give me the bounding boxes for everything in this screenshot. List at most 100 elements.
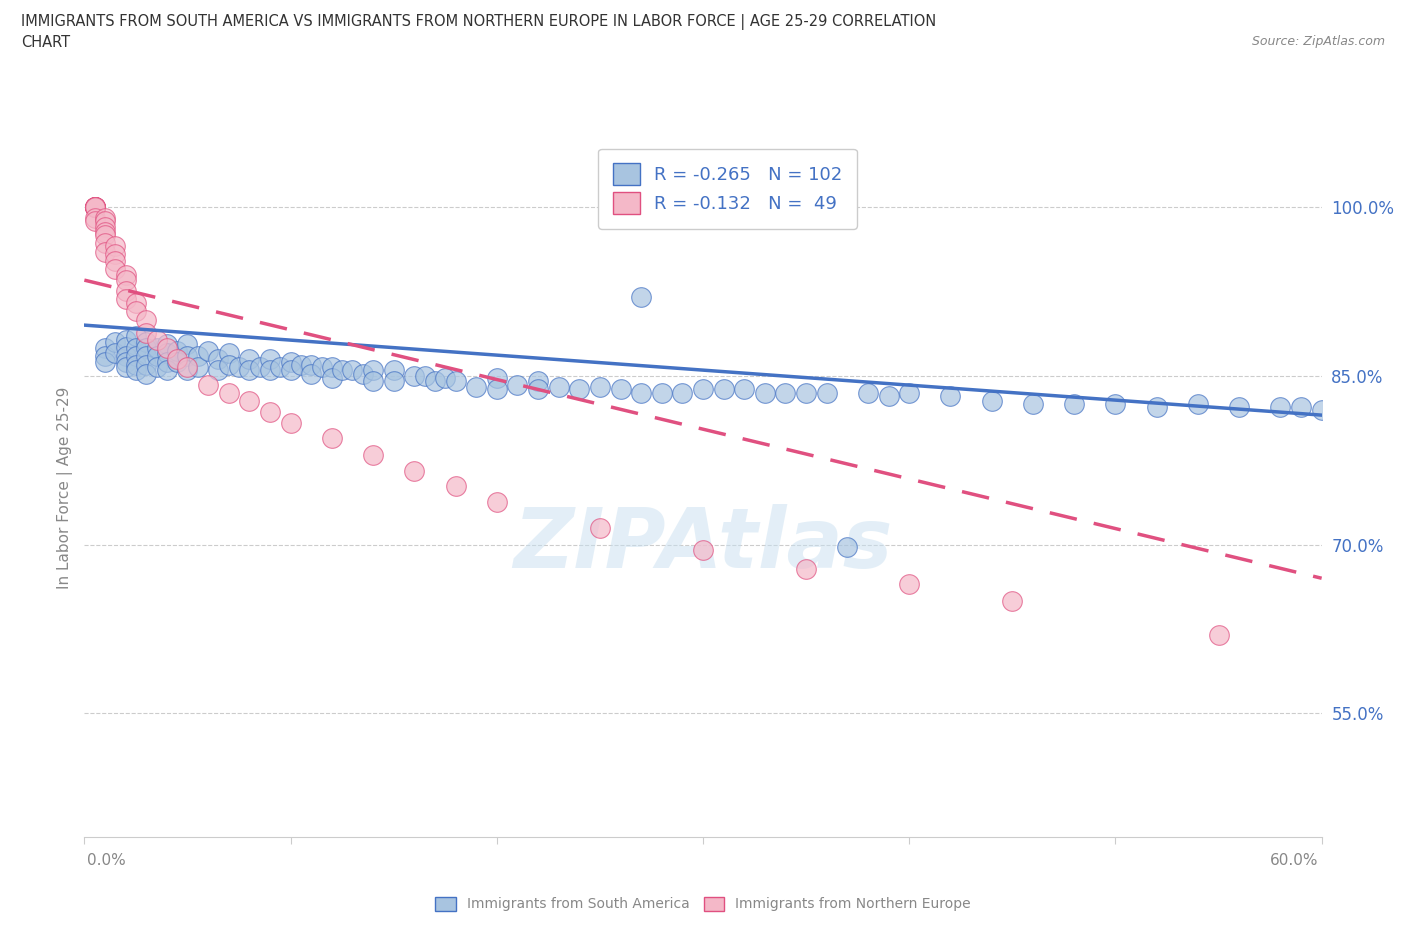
Point (176, 348, 198, 363)
Point (94, 348, 117, 363)
Point (671, 385, 693, 400)
Point (485, 382, 508, 397)
Point (218, 385, 240, 400)
Point (166, 355, 188, 370)
Point (1187, 396, 1209, 411)
Point (83, 200, 105, 215)
Point (506, 378, 529, 392)
Point (898, 385, 921, 400)
Point (104, 246, 127, 261)
Point (259, 363, 281, 378)
Point (238, 393, 260, 408)
Text: 60.0%: 60.0% (1271, 853, 1319, 868)
Point (94, 224, 117, 239)
Point (83, 200, 105, 215)
Point (547, 379, 569, 394)
Point (444, 479, 467, 494)
Point (135, 335, 157, 350)
Point (94, 213, 117, 228)
Text: ZIPAtlas: ZIPAtlas (513, 503, 893, 585)
Point (83, 200, 105, 215)
Point (83, 200, 105, 215)
Point (837, 539, 859, 554)
Point (342, 363, 364, 378)
Point (114, 359, 136, 374)
Point (361, 374, 384, 389)
Point (114, 355, 136, 370)
Point (197, 343, 219, 358)
Point (104, 335, 127, 350)
Point (444, 374, 467, 389)
Point (187, 359, 209, 374)
Point (135, 357, 157, 372)
Point (125, 348, 148, 363)
Point (176, 359, 198, 374)
Point (114, 267, 136, 282)
Point (269, 359, 291, 374)
Point (299, 366, 322, 381)
Point (218, 357, 240, 372)
Point (94, 355, 117, 370)
Point (104, 239, 127, 254)
Point (775, 385, 797, 400)
Point (238, 352, 260, 366)
Point (713, 382, 735, 397)
Point (83, 211, 105, 226)
Point (83, 200, 105, 215)
Point (228, 359, 250, 374)
Text: IMMIGRANTS FROM SOUTH AMERICA VS IMMIGRANTS FROM NORTHERN EUROPE IN LABOR FORCE : IMMIGRANTS FROM SOUTH AMERICA VS IMMIGRA… (21, 14, 936, 30)
Point (83, 200, 105, 215)
Point (1208, 627, 1230, 642)
Point (280, 355, 302, 370)
Point (290, 357, 312, 372)
Point (980, 393, 1002, 408)
Point (114, 272, 136, 287)
Point (630, 289, 652, 304)
Point (692, 543, 714, 558)
Point (815, 385, 838, 400)
Point (485, 370, 508, 385)
Point (527, 374, 550, 389)
Point (176, 363, 198, 378)
Point (1022, 396, 1045, 411)
Point (125, 303, 148, 318)
Point (125, 357, 148, 372)
Point (156, 337, 179, 352)
Point (145, 332, 167, 347)
Point (135, 340, 157, 355)
Point (630, 385, 652, 400)
Point (94, 211, 117, 226)
Point (94, 245, 117, 259)
Point (352, 366, 374, 381)
Point (1310, 402, 1333, 417)
Point (1104, 396, 1126, 411)
Point (135, 326, 157, 340)
Point (939, 389, 962, 404)
Point (156, 363, 179, 378)
Point (145, 340, 167, 355)
Point (125, 295, 148, 310)
Point (589, 379, 612, 394)
Point (259, 405, 281, 419)
Point (413, 368, 436, 383)
Point (125, 340, 148, 355)
Point (207, 352, 229, 366)
Point (197, 378, 219, 392)
Point (187, 348, 209, 363)
Point (568, 382, 591, 397)
Point (104, 254, 127, 269)
Point (114, 284, 136, 299)
Point (311, 359, 333, 374)
Point (692, 382, 714, 397)
Point (382, 363, 405, 378)
Point (135, 312, 157, 327)
Point (1146, 400, 1168, 415)
Point (238, 363, 260, 378)
Point (166, 343, 188, 358)
Point (733, 382, 755, 397)
Point (1270, 400, 1292, 415)
Point (104, 261, 127, 276)
Point (249, 359, 271, 374)
Point (156, 355, 179, 370)
Point (589, 520, 612, 535)
